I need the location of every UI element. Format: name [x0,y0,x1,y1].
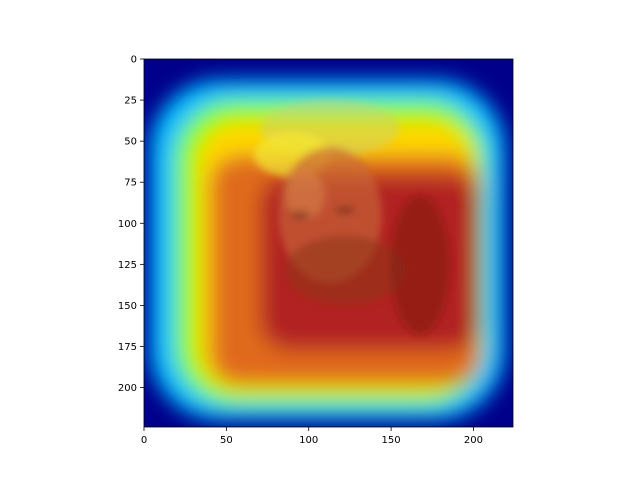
x-tick-label: 150 [382,435,401,446]
x-tick-label: 50 [220,435,233,446]
y-tick-label: 200 [118,383,137,394]
x-tick-label: 200 [464,435,483,446]
heatmap-image [144,59,513,427]
x-tick-label: 100 [299,435,318,446]
portrait-photo [254,100,450,335]
y-tick-label: 125 [118,260,137,271]
y-tick-label: 75 [124,178,137,189]
y-axis: 0 25 50 75 100 125 150 175 200 [118,55,144,394]
y-tick-label: 0 [131,55,137,66]
plot-frame [143,58,514,428]
x-tick-label: 0 [141,435,147,446]
y-tick-label: 25 [124,96,137,107]
y-tick-label: 175 [118,342,137,353]
x-axis: 0 50 100 150 200 [141,427,483,446]
y-tick-label: 50 [124,137,137,148]
y-tick-label: 100 [118,219,137,230]
y-tick-label: 150 [118,301,137,312]
